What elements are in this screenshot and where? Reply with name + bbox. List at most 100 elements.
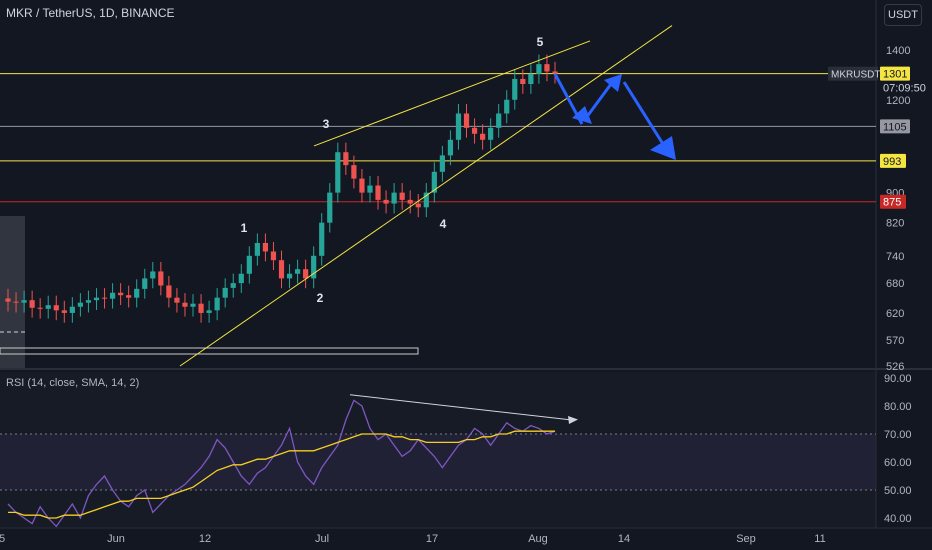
projection-arrow-head-3 xyxy=(650,136,676,160)
candle-body xyxy=(552,71,558,74)
candle-body xyxy=(190,303,196,307)
candle-body xyxy=(270,251,277,261)
time-tick: Sep xyxy=(736,533,756,545)
price-tick: 1200 xyxy=(886,95,910,107)
candle-body xyxy=(222,287,228,298)
rsi-tick: 70.00 xyxy=(884,429,912,441)
symbol-label-bg xyxy=(828,66,878,81)
price-tick: 1400 xyxy=(886,45,910,57)
projection-arrow-up xyxy=(584,79,616,119)
candle-body xyxy=(319,222,325,256)
candle-body xyxy=(13,301,19,303)
price-tick: 820 xyxy=(886,218,904,230)
candle-body xyxy=(407,199,413,204)
wave-label-1: 1 xyxy=(241,221,248,235)
current-price-label: 1301 xyxy=(883,69,907,81)
candle-body xyxy=(126,295,132,298)
time-tick: 5 xyxy=(0,533,5,545)
candle-body xyxy=(45,305,51,309)
candle-body xyxy=(5,298,11,302)
time-tick: 14 xyxy=(618,533,630,545)
rsi-line xyxy=(7,399,556,528)
time-tick: 11 xyxy=(814,533,825,545)
candle-body xyxy=(206,310,212,313)
candle-body xyxy=(142,278,148,289)
candle-body xyxy=(238,273,244,284)
candle-body xyxy=(294,269,301,274)
rsi-ma-line xyxy=(8,430,555,519)
candle-body xyxy=(415,203,421,208)
candle-body xyxy=(439,155,445,172)
candle-body xyxy=(480,133,486,140)
candle-body xyxy=(351,165,357,179)
level-993-label: 993 xyxy=(883,156,901,168)
wave-label-2: 2 xyxy=(317,291,324,305)
candle-body xyxy=(367,185,373,193)
candle-body xyxy=(150,271,156,279)
candle-body xyxy=(447,139,454,156)
candle-body xyxy=(166,285,172,298)
projection-arrow-down-2 xyxy=(622,81,670,153)
candle-body xyxy=(93,297,100,301)
candle-body xyxy=(383,199,389,204)
candle-body xyxy=(21,300,27,303)
projection-arrow-head-1 xyxy=(572,106,592,124)
candle-body xyxy=(61,310,67,313)
candle-body xyxy=(327,192,333,223)
price-tick: 526 xyxy=(886,361,904,373)
candle-body xyxy=(29,300,35,308)
candle-body xyxy=(230,283,236,288)
candle-body xyxy=(311,255,317,279)
upper-trendline xyxy=(313,40,591,147)
range-box xyxy=(0,347,419,355)
wave-label-3: 3 xyxy=(323,117,330,131)
wave-label-4: 4 xyxy=(440,217,447,231)
currency-button[interactable]: USDT xyxy=(884,4,922,26)
candle-body xyxy=(198,303,204,313)
candle-body xyxy=(512,78,518,100)
candle-body xyxy=(286,273,293,279)
rsi-divergence-line xyxy=(349,394,573,421)
price-tick: 680 xyxy=(886,278,904,290)
level-1105-label: 1105 xyxy=(883,121,907,133)
candle-body xyxy=(520,78,526,85)
candle-body xyxy=(303,269,309,279)
time-tick: Jul xyxy=(315,533,329,545)
candle-body xyxy=(53,305,59,311)
candle-body xyxy=(214,297,220,311)
candle-body xyxy=(359,178,365,193)
price-tick: 620 xyxy=(886,308,904,320)
time-tick: 12 xyxy=(199,533,211,545)
candle-body xyxy=(246,255,252,274)
candle-body xyxy=(118,292,124,296)
chart-title: MKR / TetherUS, 1D, BINANCE xyxy=(6,6,175,20)
candle-body xyxy=(544,64,550,72)
rsi-tick: 40.00 xyxy=(884,513,912,525)
candle-body xyxy=(174,297,180,303)
candle-body xyxy=(399,192,405,200)
candle-body xyxy=(496,113,502,128)
candle-body xyxy=(528,73,534,85)
rsi-pane-bg xyxy=(0,372,876,528)
candle-body xyxy=(278,260,285,279)
level-875-label-bg xyxy=(880,194,906,209)
rsi-tick: 80.00 xyxy=(884,401,912,413)
time-tick: 17 xyxy=(426,533,438,545)
candle-body xyxy=(504,99,510,114)
candle-body xyxy=(536,64,542,74)
candle-body xyxy=(343,152,349,166)
candle-body xyxy=(182,302,188,307)
candle-body xyxy=(471,127,478,134)
candle-body xyxy=(134,288,140,298)
candle-body xyxy=(109,292,116,299)
candle-body xyxy=(37,307,43,309)
rsi-tick: 60.00 xyxy=(884,457,912,469)
lower-trendline xyxy=(179,25,673,367)
level-993-label-bg xyxy=(880,153,906,168)
candle-body xyxy=(254,242,260,256)
rsi-tick: 50.00 xyxy=(884,485,912,497)
candle-body xyxy=(85,300,92,303)
level-1105-label-bg xyxy=(880,119,910,134)
